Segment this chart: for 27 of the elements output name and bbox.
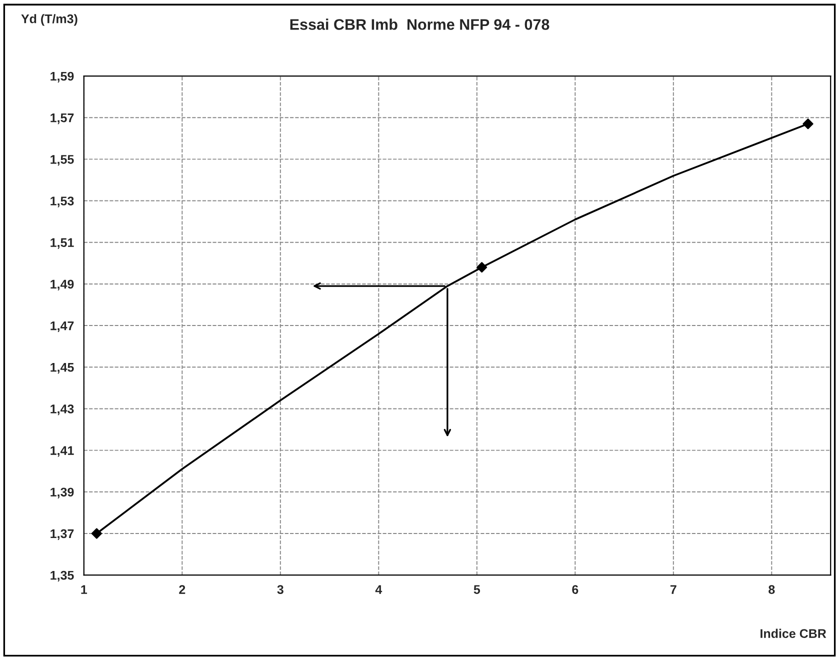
y-axis-title: Yd (T/m3) <box>21 14 78 26</box>
y-tick-label: 1,55 <box>50 155 74 166</box>
y-tick-label: 1,35 <box>50 570 74 582</box>
x-tick-label: 8 <box>768 585 775 594</box>
x-tick-label: 6 <box>572 585 578 594</box>
chart-title: Essai CBR Imb Norme NFP 94 - 078 <box>290 18 550 30</box>
point <box>476 262 488 273</box>
y-tick-label: 1,41 <box>50 446 74 457</box>
x-tick-label: 2 <box>179 585 186 594</box>
point <box>802 118 814 130</box>
y-tick-label: 1,49 <box>50 280 74 290</box>
x-tick-label: 4 <box>375 585 382 594</box>
x-axis-title: Indice CBR <box>760 628 826 638</box>
x-tick-label: 5 <box>474 585 480 594</box>
y-tick-label: 1,37 <box>50 529 74 540</box>
x-tick-label: 1 <box>81 585 88 594</box>
y-tick-label: 1,47 <box>50 321 74 332</box>
x-tick-label: 7 <box>670 585 676 594</box>
y-tick-label: 1,43 <box>50 404 74 416</box>
y-tick-label: 1,51 <box>50 238 74 249</box>
y-tick-label: 1,39 <box>50 488 74 498</box>
y-tick-label: 1,45 <box>50 363 74 374</box>
x-tick-label: 3 <box>277 585 284 594</box>
y-tick-label: 1,53 <box>50 196 74 208</box>
y-tick-label: 1,59 <box>50 72 74 82</box>
point <box>91 528 102 539</box>
y-tick-label: 1,57 <box>50 114 74 124</box>
